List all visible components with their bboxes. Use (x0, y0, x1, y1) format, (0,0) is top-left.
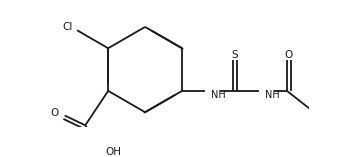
Text: S: S (232, 50, 238, 60)
Text: NH: NH (211, 90, 226, 100)
Text: Cl: Cl (63, 22, 73, 32)
Text: OH: OH (105, 147, 121, 157)
Text: O: O (51, 108, 59, 118)
Text: NH: NH (265, 90, 280, 100)
Text: O: O (285, 50, 293, 60)
